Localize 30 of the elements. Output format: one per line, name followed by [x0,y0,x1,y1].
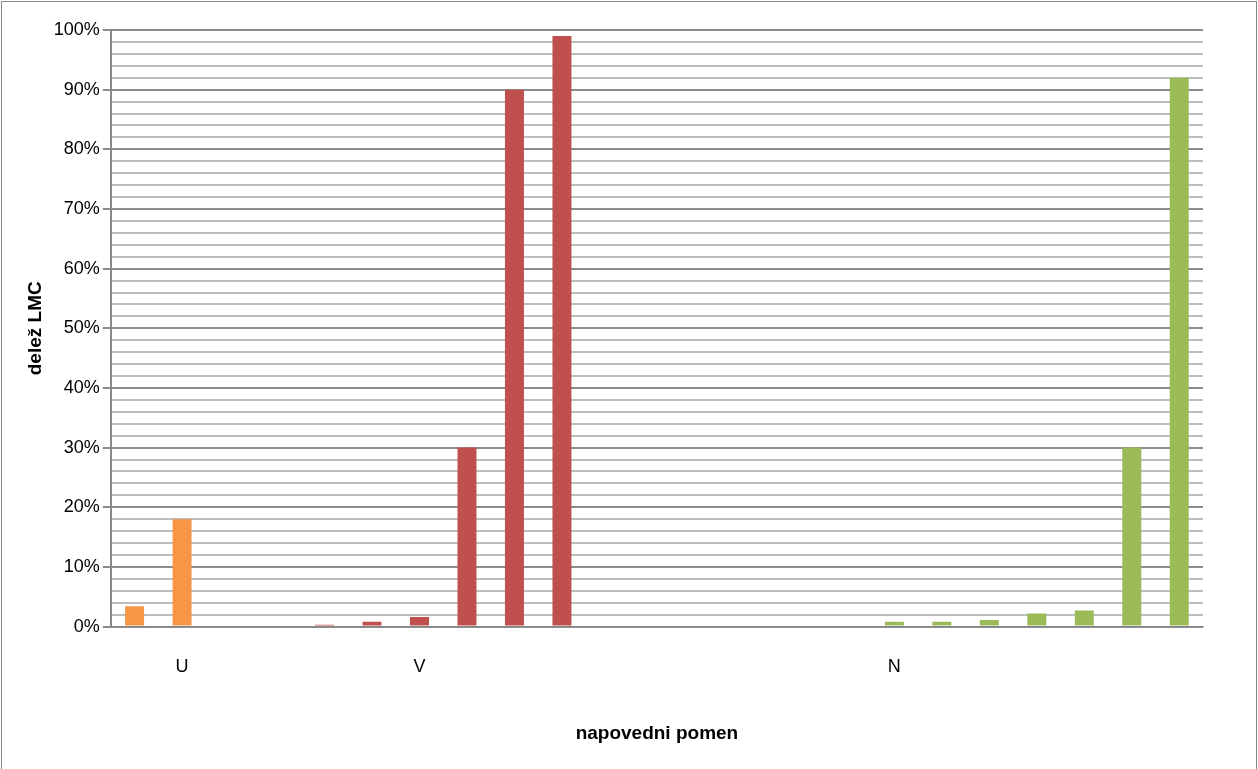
bar [1169,77,1189,626]
y-axis-title: delež LMC [23,281,45,376]
bar [1074,610,1094,626]
y-tick-label: 20% [63,496,100,517]
y-tick-label: 10% [63,555,100,576]
y-tick-label: 100% [53,18,100,39]
bar [884,621,904,626]
bar [979,620,999,626]
y-tick-label: 90% [63,78,100,99]
bar [1122,447,1142,626]
y-tick-label: 0% [73,615,100,636]
bar [125,606,145,626]
x-axis-title: napovedni pomen [575,721,739,743]
bar [410,617,429,626]
bar [504,89,524,626]
bar [172,519,192,626]
y-tick-label: 30% [63,436,100,457]
y-tick-label: 40% [63,376,100,397]
bar [362,621,382,626]
bar [1027,613,1047,626]
bar [552,35,572,626]
y-tick-label: 70% [63,197,100,218]
y-tick-label: 80% [63,138,100,159]
y-tick-label: 50% [63,317,100,338]
x-tick-label: N [887,656,901,677]
y-tick-label: 60% [63,257,100,278]
bar [457,447,477,626]
x-tick-label: U [175,656,189,677]
bar [932,621,952,626]
x-tick-label: V [413,656,426,677]
